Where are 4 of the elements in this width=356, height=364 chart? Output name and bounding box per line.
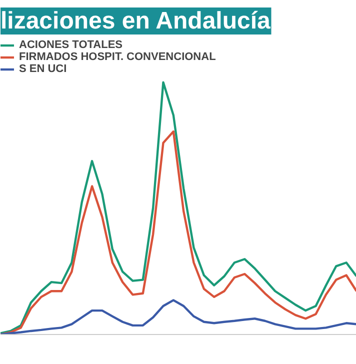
chart-title: lizaciones en Andalucía [0,8,272,34]
legend-label: ACIONES TOTALES [19,39,122,51]
legend-label: S EN UCI [19,63,67,75]
legend-label: FIRMADOS HOSPIT. CONVENCIONAL [19,51,216,63]
